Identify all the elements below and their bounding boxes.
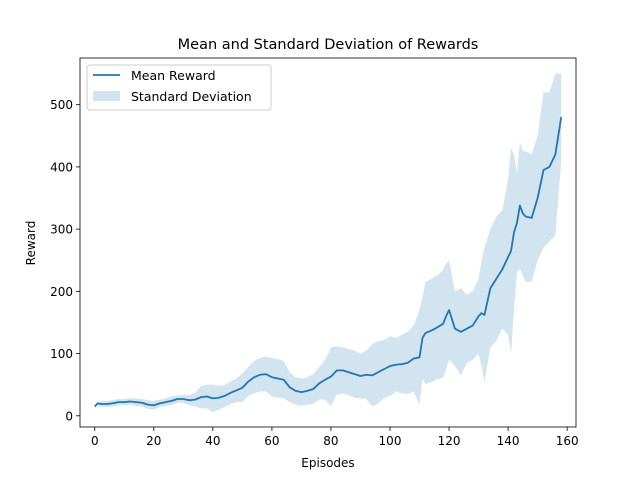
plot-frame [79,57,577,428]
x-tick-label: 60 [264,434,279,448]
y-tick-label: 300 [50,223,73,237]
x-axis-label: Episodes [301,456,354,470]
x-axis-ticks: 0 20 40 60 80 100 120 140 160 [91,427,579,448]
y-axis-ticks: 0 100 200 300 400 500 [50,98,80,423]
legend-std-swatch [93,91,120,101]
x-tick-label: 120 [438,434,461,448]
std-band [94,73,562,413]
chart-title: Mean and Standard Deviation of Rewards [178,37,479,53]
x-tick-label: 40 [205,434,220,448]
x-tick-label: 0 [91,434,99,448]
y-tick-label: 400 [50,160,73,174]
std-band-layer [94,73,562,413]
x-tick-label: 140 [497,434,520,448]
x-tick-label: 160 [556,434,579,448]
x-tick-label: 20 [146,434,161,448]
x-tick-label: 100 [379,434,402,448]
legend: Mean Reward Standard Deviation [86,64,272,111]
legend-mean-label: Mean Reward [131,68,216,83]
x-tick-label: 80 [323,434,338,448]
y-tick-label: 0 [65,409,73,423]
y-tick-label: 500 [50,98,73,112]
legend-box [86,64,272,111]
legend-std-label: Standard Deviation [131,89,252,104]
mean-line-layer [94,116,563,408]
mean-line [94,116,563,408]
y-axis-label: Reward [24,221,38,266]
y-tick-label: 200 [50,285,73,299]
y-tick-label: 100 [50,347,73,361]
